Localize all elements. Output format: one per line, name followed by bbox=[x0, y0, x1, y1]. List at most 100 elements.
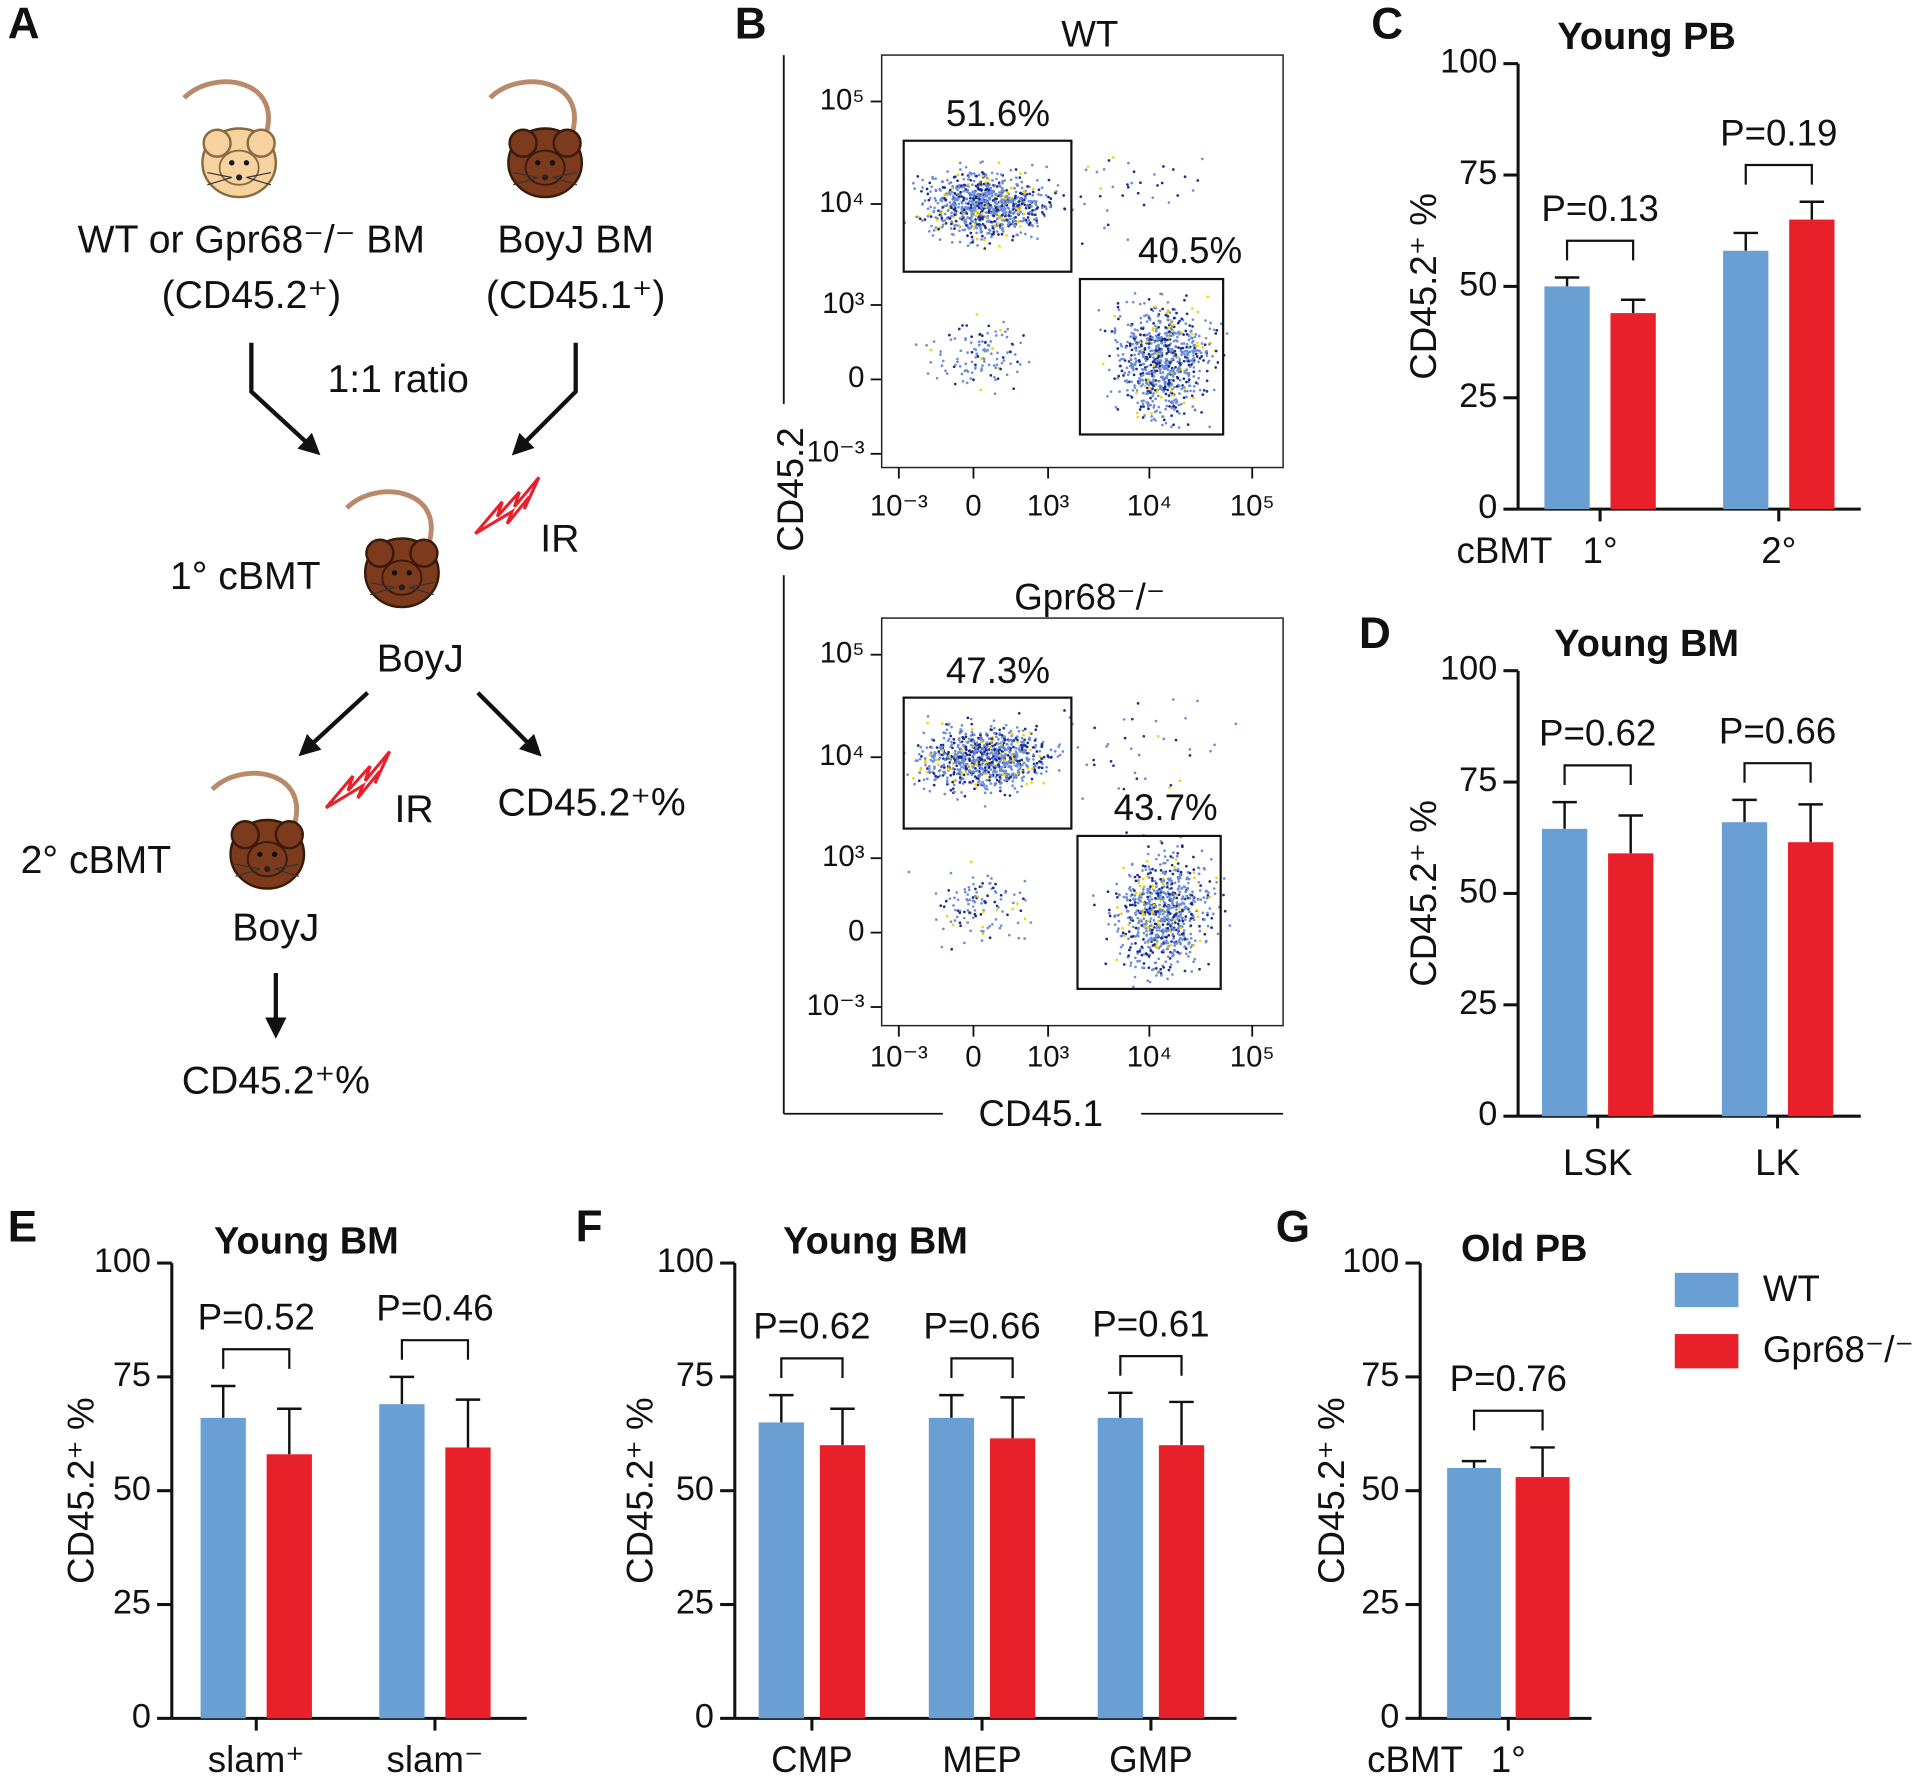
y-tick-label: 0 bbox=[848, 361, 864, 394]
event-dot bbox=[1207, 361, 1210, 364]
event-dot bbox=[1165, 942, 1168, 945]
event-dot bbox=[1145, 372, 1148, 375]
event-dot bbox=[1127, 323, 1130, 326]
event-dot bbox=[1169, 966, 1172, 969]
event-dot bbox=[1149, 907, 1152, 910]
x-tick-label: 10³ bbox=[1027, 490, 1070, 523]
event-dot bbox=[1127, 937, 1130, 940]
event-dot bbox=[1151, 968, 1154, 971]
event-dot bbox=[929, 361, 932, 364]
bar bbox=[1542, 829, 1587, 1116]
event-dot bbox=[1165, 345, 1168, 348]
event-dot bbox=[1199, 889, 1202, 892]
event-dot bbox=[1157, 334, 1160, 337]
event-dot bbox=[967, 206, 970, 209]
event-dot bbox=[929, 753, 932, 756]
event-dot bbox=[1050, 749, 1053, 752]
event-dot bbox=[1141, 368, 1144, 371]
diagram-text: (CD45.2⁺) bbox=[162, 274, 342, 317]
event-dot bbox=[1012, 219, 1015, 222]
event-dot bbox=[928, 765, 931, 768]
event-dot bbox=[1040, 194, 1043, 197]
event-dot bbox=[1152, 392, 1155, 395]
event-dot bbox=[1186, 343, 1189, 346]
event-dot bbox=[1142, 878, 1145, 881]
significance-bracket bbox=[1745, 763, 1811, 783]
event-dot bbox=[1107, 923, 1110, 926]
event-dot bbox=[1140, 910, 1143, 913]
event-dot bbox=[978, 756, 981, 759]
event-dot bbox=[1168, 969, 1171, 972]
event-dot bbox=[1004, 739, 1007, 742]
y-tick-label: 0 bbox=[1478, 488, 1497, 526]
event-dot bbox=[996, 748, 999, 751]
event-dot bbox=[979, 389, 982, 392]
event-dot bbox=[992, 209, 995, 212]
event-dot bbox=[1010, 730, 1013, 733]
event-dot bbox=[992, 886, 995, 889]
event-dot bbox=[1141, 945, 1144, 948]
event-dot bbox=[1194, 336, 1197, 339]
event-dot bbox=[1003, 207, 1006, 210]
event-dot bbox=[1000, 781, 1003, 784]
event-dot bbox=[1188, 346, 1191, 349]
event-dot bbox=[982, 910, 985, 913]
y-axis-label: CD45.2⁺ % bbox=[1403, 800, 1444, 987]
event-dot bbox=[1124, 934, 1127, 937]
event-dot bbox=[1191, 903, 1194, 906]
event-dot bbox=[957, 898, 960, 901]
chart-title: Young BM bbox=[1554, 623, 1739, 665]
event-dot bbox=[1149, 949, 1152, 952]
event-dot bbox=[1173, 317, 1176, 320]
bar bbox=[759, 1422, 804, 1718]
event-dot bbox=[1155, 882, 1158, 885]
event-dot bbox=[1030, 781, 1033, 784]
event-dot bbox=[956, 916, 959, 919]
event-dot bbox=[1019, 363, 1022, 366]
event-dot bbox=[1116, 930, 1119, 933]
event-dot bbox=[1019, 211, 1022, 214]
event-dot bbox=[1001, 204, 1004, 207]
bar bbox=[1723, 251, 1768, 509]
event-dot bbox=[968, 175, 971, 178]
diagram-text: 2° cBMT bbox=[21, 839, 172, 882]
event-dot bbox=[1189, 748, 1192, 751]
event-dot bbox=[1015, 176, 1018, 179]
event-dot bbox=[1168, 337, 1171, 340]
event-dot bbox=[985, 785, 988, 788]
diagram-text: 1:1 ratio bbox=[327, 358, 468, 401]
event-dot bbox=[986, 746, 989, 749]
event-dot bbox=[1136, 950, 1139, 953]
event-dot bbox=[1008, 934, 1011, 937]
event-dot bbox=[921, 750, 924, 753]
event-dot bbox=[974, 205, 977, 208]
event-dot bbox=[1031, 778, 1034, 781]
event-dot bbox=[969, 377, 972, 380]
event-dot bbox=[1026, 746, 1029, 749]
event-dot bbox=[1144, 911, 1147, 914]
event-dot bbox=[1163, 849, 1166, 852]
event-dot bbox=[1147, 337, 1150, 340]
event-dot bbox=[993, 211, 996, 214]
event-dot bbox=[962, 199, 965, 202]
event-dot bbox=[985, 779, 988, 782]
event-dot bbox=[1016, 208, 1019, 211]
event-dot bbox=[933, 784, 936, 787]
event-dot bbox=[997, 209, 1000, 212]
event-dot bbox=[1189, 754, 1192, 757]
bar bbox=[1098, 1418, 1143, 1718]
event-dot bbox=[1016, 361, 1019, 364]
event-dot bbox=[1167, 934, 1170, 937]
event-dot bbox=[959, 191, 962, 194]
event-dot bbox=[975, 232, 978, 235]
event-dot bbox=[1131, 718, 1134, 721]
event-dot bbox=[929, 206, 932, 209]
event-dot bbox=[1181, 844, 1184, 847]
event-dot bbox=[1024, 749, 1027, 752]
event-dot bbox=[1167, 315, 1170, 318]
event-dot bbox=[958, 732, 961, 735]
event-dot bbox=[968, 754, 971, 757]
event-dot bbox=[1187, 882, 1190, 885]
event-dot bbox=[974, 767, 977, 770]
event-dot bbox=[941, 217, 944, 220]
